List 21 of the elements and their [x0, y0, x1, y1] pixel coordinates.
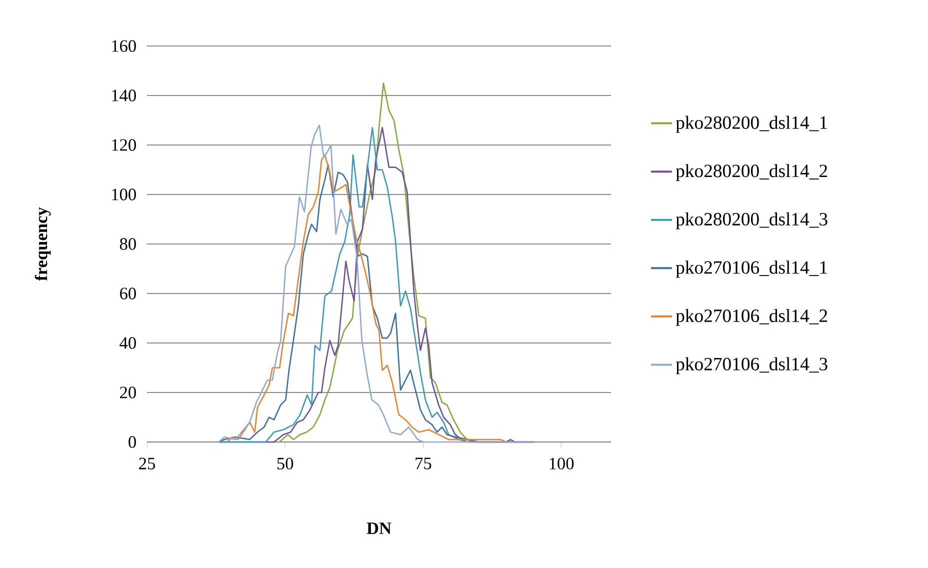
y-tick-label: 40	[120, 337, 136, 349]
x-tick-label: 25	[139, 458, 155, 470]
y-tick-label: 100	[112, 188, 136, 200]
x-tick-label: 100	[550, 458, 574, 470]
legend-label: pko270106_dsl14_2	[676, 308, 828, 326]
x-axis-title: DN	[366, 522, 392, 534]
legend-label: pko280200_dsl14_1	[676, 116, 827, 133]
y-axis-title: frequency	[34, 207, 51, 281]
y-tick-label: 140	[112, 90, 136, 102]
legend-label: pko280200_dsl14_3	[676, 212, 828, 230]
y-tick-label: 80	[120, 238, 136, 250]
legend-label: pko270106_dsl14_1	[676, 260, 827, 278]
y-tick-label: 120	[112, 139, 136, 151]
x-tick-label: 75	[416, 458, 432, 470]
x-tick-label: 50	[277, 458, 294, 470]
y-tick-label: 60	[120, 288, 136, 300]
legend-label: pko270106_dsl14_3	[676, 357, 828, 374]
legend-label: pko280200_dsl14_2	[676, 164, 828, 182]
y-tick-label: 20	[120, 386, 136, 398]
y-tick-label: 0	[128, 436, 136, 448]
y-tick-label: 160	[112, 40, 136, 52]
